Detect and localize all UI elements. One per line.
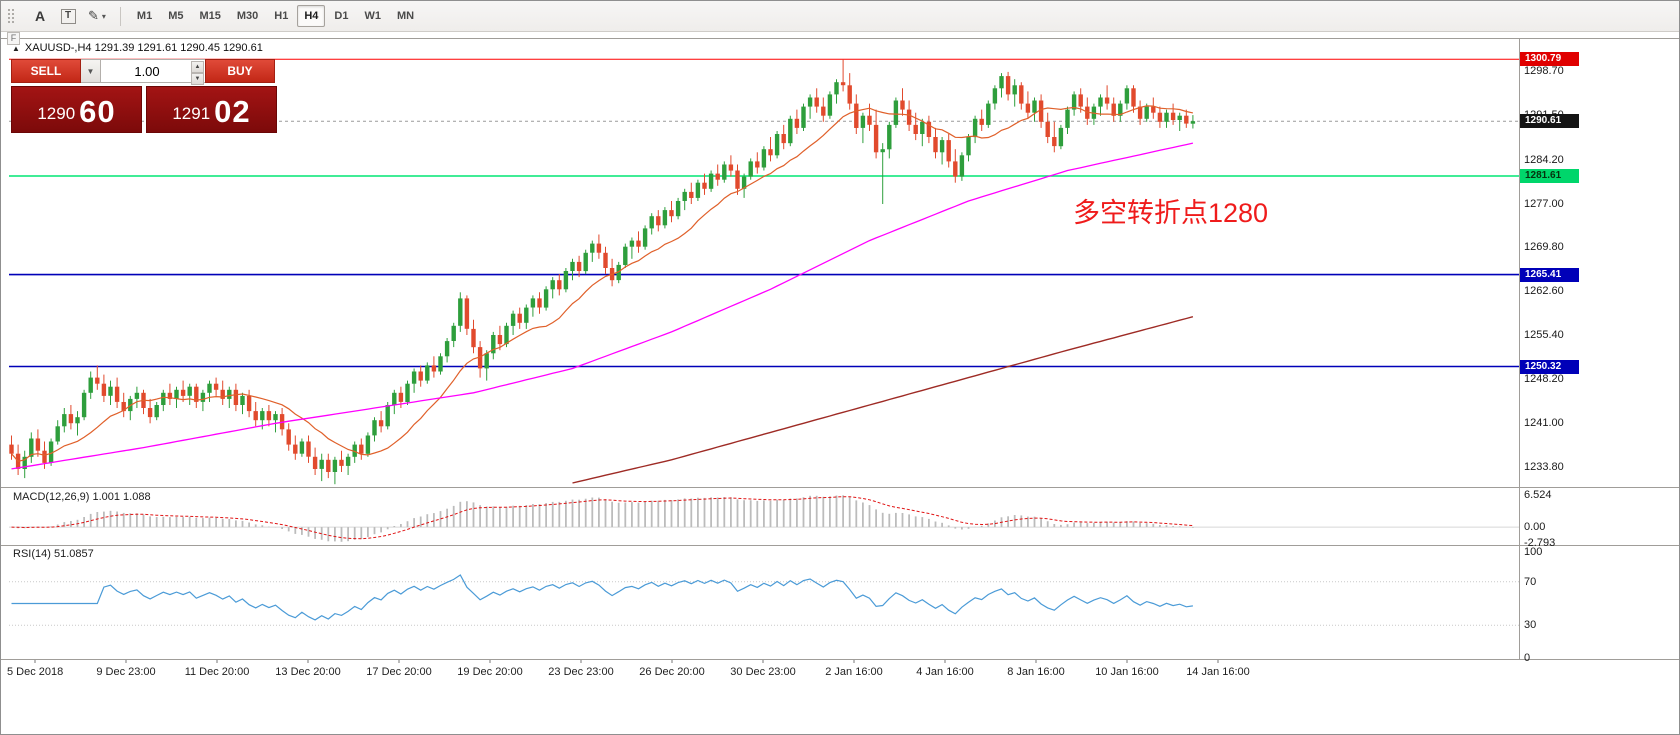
symbol-triangle-icon: ▲ [12, 43, 20, 53]
volume-input[interactable] [101, 60, 205, 82]
drawing-tool-button[interactable]: ✎ ▾ [83, 5, 111, 28]
rsi-axis-label: 30 [1524, 619, 1537, 632]
candlestick-series [9, 59, 1196, 485]
macd-signal-line [11, 496, 1193, 540]
sell-price-minor: 60 [79, 94, 116, 129]
price-axis-label: 1248.20 [1524, 372, 1564, 385]
volume-field-wrap: ▲ ▼ [101, 59, 205, 85]
cursor-tool-button[interactable]: A [27, 5, 53, 28]
current-price-badge: 1290.61 [1520, 114, 1579, 129]
sell-price-display[interactable]: 1290 60 [11, 86, 142, 133]
rsi-indicator-label: RSI(14) 51.0857 [13, 548, 94, 560]
blue-line-badge-lower: 1250.32 [1520, 359, 1579, 374]
sell-price-major: 1290 [37, 104, 76, 123]
time-axis-label: 23 Dec 23:00 [548, 666, 613, 678]
buy-button[interactable]: BUY [205, 59, 275, 83]
rsi-axis-label: 70 [1524, 575, 1537, 588]
timeframe-button-m1[interactable]: M1 [130, 5, 159, 27]
time-axis-label: 8 Jan 16:00 [1007, 666, 1065, 678]
text-tool-button[interactable]: T [55, 5, 81, 28]
symbol-ohlc-text: XAUUSD-,H4 1291.39 1291.61 1290.45 1290.… [24, 42, 263, 54]
blue-line-badge-upper: 1265.41 [1520, 267, 1579, 282]
time-axis-label: 5 Dec 2018 [7, 666, 63, 678]
volume-dropdown-button[interactable]: ▼ [81, 59, 101, 83]
indicator-f-icon[interactable]: F [7, 32, 20, 45]
time-axis-label: 17 Dec 20:00 [366, 666, 431, 678]
buy-price-display[interactable]: 1291 02 [146, 86, 277, 133]
timeframe-button-h1[interactable]: H1 [267, 5, 295, 27]
chart-symbol-info: ▲ XAUUSD-,H4 1291.39 1291.61 1290.45 129… [12, 42, 263, 54]
time-axis-label: 14 Jan 16:00 [1186, 666, 1250, 678]
timeframe-button-mn[interactable]: MN [390, 5, 421, 27]
buy-price-major: 1291 [172, 104, 211, 123]
time-axis-label: 9 Dec 23:00 [96, 666, 155, 678]
price-axis-label: 1269.80 [1524, 241, 1564, 254]
price-axis-label: 1241.00 [1524, 416, 1564, 429]
time-axis-label: 26 Dec 20:00 [639, 666, 704, 678]
price-axis-label: 1233.80 [1524, 460, 1564, 473]
price-axis-label: 1298.70 [1524, 65, 1564, 78]
chart-annotation: 多空转折点1280 [1073, 198, 1269, 228]
buy-price-minor: 02 [214, 94, 251, 129]
price-axis-label: 1284.20 [1524, 153, 1564, 166]
ma-fast-line [11, 105, 1194, 462]
chevron-down-icon: ▾ [101, 11, 106, 21]
time-axis-label: 30 Dec 23:00 [730, 666, 795, 678]
rsi-line [11, 574, 1193, 621]
ma-mid-line [11, 142, 1194, 470]
timeframe-button-m5[interactable]: M5 [161, 5, 190, 27]
rsi-axis-label: 100 [1524, 546, 1543, 558]
sell-button[interactable]: SELL [11, 59, 81, 83]
time-axis-label: 13 Dec 20:00 [275, 666, 340, 678]
trade-controls-row: SELL ▼ ▲ ▼ BUY [11, 59, 277, 85]
volume-decrease-button[interactable]: ▼ [191, 73, 204, 85]
price-axis-label: 1262.60 [1524, 285, 1564, 298]
one-click-trading-panel: SELL ▼ ▲ ▼ BUY 1290 60 1291 02 [11, 59, 277, 133]
timeframe-group: M1 M5 M15 M30 H1 H4 D1 W1 MN [129, 5, 422, 27]
time-axis-label: 4 Jan 16:00 [916, 666, 974, 678]
volume-spinner: ▲ ▼ [191, 61, 204, 85]
macd-axis-label: 0.00 [1524, 521, 1546, 534]
price-axis-label: 1255.40 [1524, 329, 1564, 342]
pencil-icon: ✎ [88, 8, 99, 23]
rsi-axis-label: 0 [1524, 652, 1531, 664]
toolbar-drag-handle[interactable] [7, 7, 16, 25]
text-tool-icon: T [60, 8, 76, 24]
toolbar-separator [119, 6, 121, 26]
macd-axis-label: 6.524 [1524, 489, 1552, 501]
timeframe-button-m15[interactable]: M15 [192, 5, 227, 27]
price-axis-label: 1277.00 [1524, 197, 1564, 210]
timeframe-button-d1[interactable]: D1 [327, 5, 355, 27]
time-axis-label: 11 Dec 20:00 [185, 666, 250, 678]
time-axis-label: 2 Jan 16:00 [825, 666, 883, 678]
volume-increase-button[interactable]: ▲ [191, 61, 204, 73]
timeframe-button-w1[interactable]: W1 [357, 5, 388, 27]
timeframe-button-h4[interactable]: H4 [297, 5, 326, 27]
macd-axis-label: -2.793 [1524, 537, 1556, 549]
high-price-badge: 1300.79 [1520, 52, 1579, 67]
green-line-badge: 1281.61 [1520, 169, 1579, 183]
time-axis-label: 19 Dec 20:00 [457, 666, 522, 678]
timeframe-button-m30[interactable]: M30 [230, 5, 265, 27]
top-toolbar: A T ✎ ▾ M1 M5 M15 M30 H1 H4 D1 W1 MN [1, 1, 1679, 32]
time-axis-label: 10 Jan 16:00 [1095, 666, 1159, 678]
macd-indicator-label: MACD(12,26,9) 1.001 1.088 [13, 491, 151, 503]
quote-tiles-row: 1290 60 1291 02 [11, 86, 277, 133]
macd-histogram [17, 495, 1194, 542]
ma-slow-line [572, 316, 1194, 484]
